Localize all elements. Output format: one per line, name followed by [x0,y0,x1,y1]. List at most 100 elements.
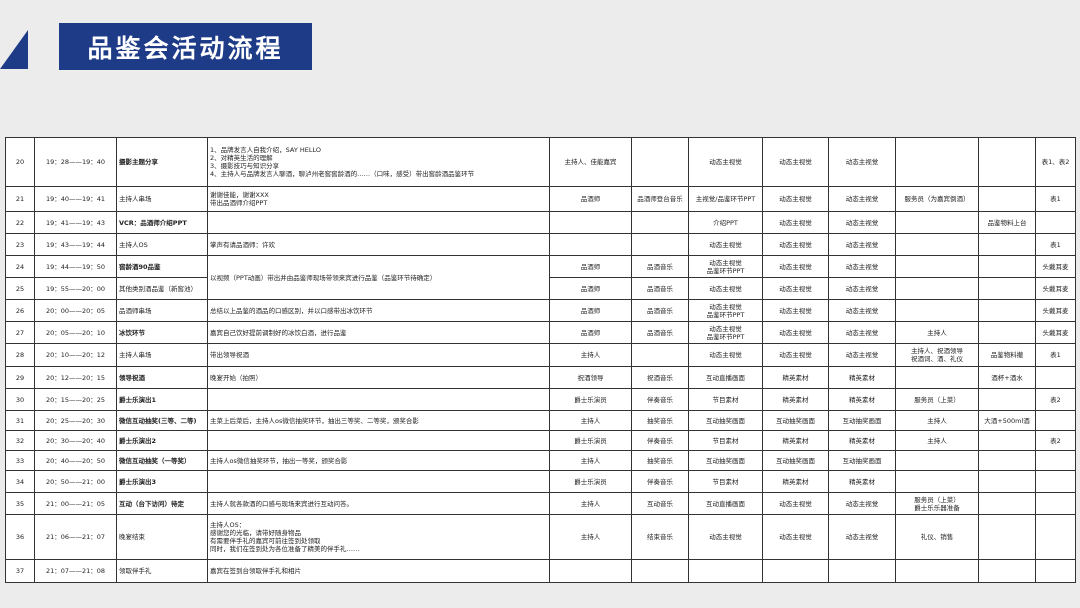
cell-screen-3: 动态主视觉 [828,277,896,300]
cell-screen-3: 动态主视觉 [828,186,896,212]
cell-staff [895,277,979,300]
time-range: 19：28——19：40 [34,137,117,187]
time-range: 20：15——20：25 [34,388,117,411]
cell-staff [895,450,979,471]
cell-props [978,388,1036,411]
cell-screen-1: 动态主视觉 品鉴环节PPT [688,255,763,278]
program-name: 主持人串场 [116,343,208,367]
cell-screen-2: 互动抽奖画面 [762,410,829,431]
program-content: 以视频（PPT动画）带出并由品鉴师现场带领来宾进行品鉴（品鉴环节待确定） [207,255,550,300]
cell-screen-2: 动态主视觉 [762,186,829,212]
time-range: 20：05——20：10 [34,321,117,344]
program-content: 主持人OS： 感谢您的光临，请带好随身物品 有需要伴手礼的嘉宾可前往签到处领取 … [207,514,550,560]
cell-screen-2: 动态主视觉 [762,233,829,256]
cell-screen-2: 动态主视觉 [762,343,829,367]
cell-music: 抽奖音乐 [631,410,689,431]
table-row: 35 21：00——21：05 互动（台下访问）待定 主持人就各款酒的口感与现场来宾进… [5,492,1076,515]
cell-props: 大酒+500ml酒 [978,410,1036,431]
cell-props [978,255,1036,278]
cell-role: 品酒师 [549,186,632,212]
program-content: 主持人os微信抽奖环节，抽出一等奖，颁奖合影 [207,450,550,471]
cell-role [549,233,632,256]
time-range: 20：00——20：05 [34,299,117,322]
cell-screen-3: 动态主视觉 [828,343,896,367]
row-number: 37 [5,559,35,583]
cell-remark: 头戴耳麦 [1035,321,1076,344]
cell-screen-1: 节目素材 [688,430,763,451]
program-name: 品酒师串场 [116,299,208,322]
cell-screen-1: 动态主视觉 [688,277,763,300]
program-content: 带出领导祝酒 [207,343,550,367]
program-name: 领导祝酒 [116,366,208,389]
row-number: 29 [5,366,35,389]
table-row: 32 20：30——20：40 爵士乐演出2 爵士乐演员 伴奏音乐 节目素材 精英素材 精英素… [5,430,1076,451]
table-row: 23 19：43——19：44 主持人OS 掌声有请品酒师：许欢 动态主视觉 动态主视觉动… [5,233,1076,256]
cell-props [978,470,1036,493]
page-title: 品鉴会活动流程 [59,23,312,70]
program-name: 其他类别酒品鉴（新窖池） [116,277,208,300]
row-number: 31 [5,410,35,431]
cell-staff [895,137,979,187]
cell-props [978,430,1036,451]
time-range: 19：41——19：43 [34,211,117,234]
program-name: 爵士乐演出2 [116,430,208,451]
row-number: 34 [5,470,35,493]
cell-music [631,137,689,187]
cell-remark [1035,366,1076,389]
cell-screen-3 [828,559,896,583]
program-content: 晚宴开始（拍照） [207,366,550,389]
time-range: 20：25——20：30 [34,410,117,431]
cell-staff: 主持人、祝酒领导 祝酒词、酒、礼仪 [895,343,979,367]
cell-staff: 礼仪、销售 [895,514,979,560]
row-number: 23 [5,233,35,256]
row-number: 35 [5,492,35,515]
program-name: 主持人OS [116,233,208,256]
program-name: 微信互动抽奖(三等、二等) [116,410,208,431]
cell-staff: 服务员（为嘉宾倒酒） [895,186,979,212]
program-name: 冰饮环节 [116,321,208,344]
cell-staff [895,255,979,278]
program-name: 晚宴结束 [116,514,208,560]
cell-staff [895,559,979,583]
program-name: 领取伴手礼 [116,559,208,583]
cell-remark [1035,450,1076,471]
table-row: 26 20：00——20：05 品酒师串场 总结以上品鉴的酒品的口感区别，并以口感带出… [5,299,1076,322]
cell-remark [1035,514,1076,560]
cell-staff: 主持人 [895,410,979,431]
cell-remark: 头戴耳麦 [1035,299,1076,322]
cell-remark: 头戴耳麦 [1035,277,1076,300]
cell-screen-1: 互动抽奖画面 [688,450,763,471]
cell-role: 爵士乐演员 [549,470,632,493]
table-row: 30 20：15——20：25 爵士乐演出1 爵士乐演员 伴奏音乐 节目素材 精英素材 精英素… [5,388,1076,411]
cell-remark [1035,492,1076,515]
row-number: 24 [5,255,35,278]
cell-remark: 表1 [1035,233,1076,256]
row-number: 33 [5,450,35,471]
cell-remark: 表1 [1035,343,1076,367]
cell-role: 爵士乐演员 [549,388,632,411]
cell-screen-2: 精英素材 [762,366,829,389]
time-range: 20：40——20：50 [34,450,117,471]
cell-remark: 表2 [1035,388,1076,411]
row-number: 28 [5,343,35,367]
cell-remark [1035,410,1076,431]
time-range: 19：44——19：50 [34,255,117,278]
cell-screen-3: 动态主视觉 [828,255,896,278]
cell-staff [895,233,979,256]
cell-staff: 主持人 [895,321,979,344]
time-range: 21：07——21：08 [34,559,117,583]
cell-remark: 表1、表2 [1035,137,1076,187]
cell-screen-2: 精英素材 [762,388,829,411]
cell-screen-1 [688,559,763,583]
cell-role [549,559,632,583]
time-range: 19：55——20：00 [34,277,117,300]
table-row: 33 20：40——20：50 微信互动抽奖（一等奖） 主持人os微信抽奖环节，抽出一… [5,450,1076,471]
cell-screen-3: 动态主视觉 [828,321,896,344]
program-content [207,211,550,234]
cell-role: 祝酒领导 [549,366,632,389]
cell-screen-1: 动态主视觉 品鉴环节PPT [688,299,763,322]
cell-screen-3: 动态主视觉 [828,233,896,256]
time-range: 20：12——20：15 [34,366,117,389]
time-range: 21：06——21：07 [34,514,117,560]
cell-staff: 服务员（上菜） [895,388,979,411]
